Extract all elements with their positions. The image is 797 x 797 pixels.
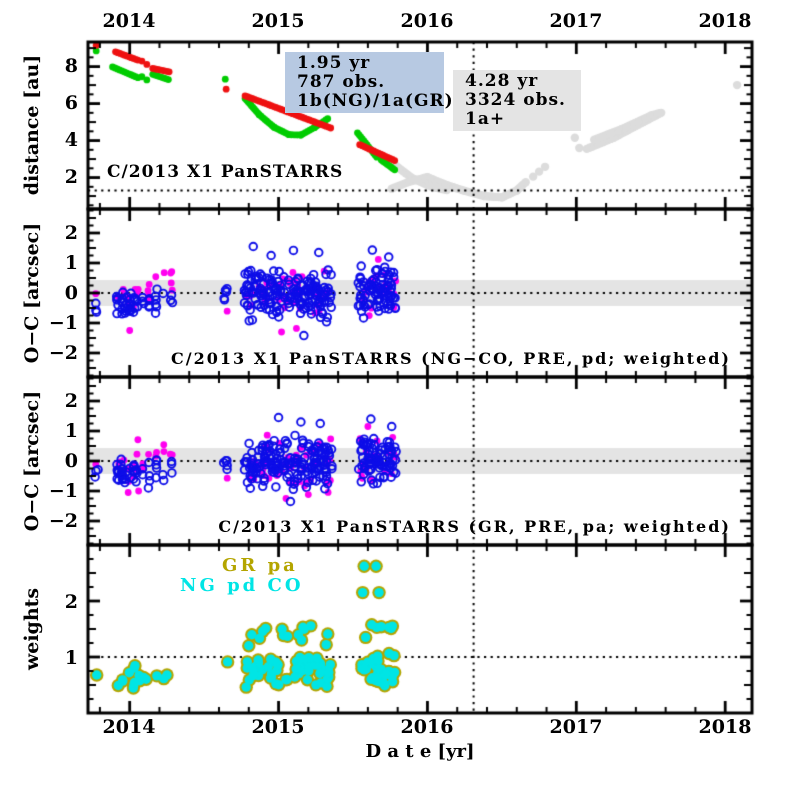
x-axis-title: D a t e [yr]	[365, 741, 475, 762]
x-tick-label-top: 2016	[400, 10, 454, 32]
solution-info-box-blue: 1.95 yr 787 obs. 1b(NG)/1a(GR)	[285, 52, 454, 113]
y-tick-label: 0	[64, 450, 78, 472]
y-tick-label: 8	[64, 55, 78, 77]
x-tick-label-top: 2015	[251, 10, 305, 32]
y-tick-label: 1	[64, 252, 78, 274]
y-tick-label: −2	[48, 342, 78, 364]
info-line: 4.28 yr	[465, 71, 539, 91]
y-tick-label: −1	[48, 312, 78, 334]
y-tick-label: 4	[64, 129, 78, 151]
x-tick-label-bottom: 2014	[102, 716, 156, 738]
y-tick-label: 0	[64, 282, 78, 304]
info-line: 787 obs.	[297, 72, 386, 92]
y-tick-label: 2	[64, 222, 78, 244]
x-tick-label-bottom: 2018	[698, 716, 752, 738]
panel3-title: C/2013 X1 PanSTARRS (GR, PRE, pa; weight…	[218, 517, 731, 536]
info-line: 1.95 yr	[297, 53, 371, 73]
x-tick-label-top: 2014	[102, 10, 156, 32]
y-tick-label: 6	[64, 92, 78, 114]
info-line: 1a+	[465, 109, 506, 129]
y-tick-label: 2	[64, 390, 78, 412]
y-tick-label: 2	[64, 591, 78, 613]
solution-info-box-gray: 4.28 yr 3324 obs. 1a+	[453, 70, 581, 131]
legend-gr-pa: GR pa	[222, 555, 298, 576]
y-tick-label: 1	[64, 420, 78, 442]
object-name-label: C/2013 X1 PanSTARRS	[107, 162, 344, 182]
panel2-title: C/2013 X1 PanSTARRS (NG−CO, PRE, pd; wei…	[171, 349, 731, 368]
y-tick-label: −2	[48, 510, 78, 532]
x-tick-label-bottom: 2017	[549, 716, 603, 738]
y-tick-label: −1	[48, 480, 78, 502]
x-tick-label-bottom: 2016	[400, 716, 454, 738]
x-tick-label-top: 2017	[549, 10, 603, 32]
info-line: 3324 obs.	[465, 90, 566, 110]
x-tick-label-bottom: 2015	[251, 716, 305, 738]
info-line: 1b(NG)/1a(GR)	[297, 91, 454, 111]
legend-ng-pd-co: NG pd CO	[180, 575, 304, 596]
y-tick-label: 1	[64, 647, 78, 669]
y-tick-label: 2	[64, 166, 78, 188]
x-tick-label-top: 2018	[698, 10, 752, 32]
